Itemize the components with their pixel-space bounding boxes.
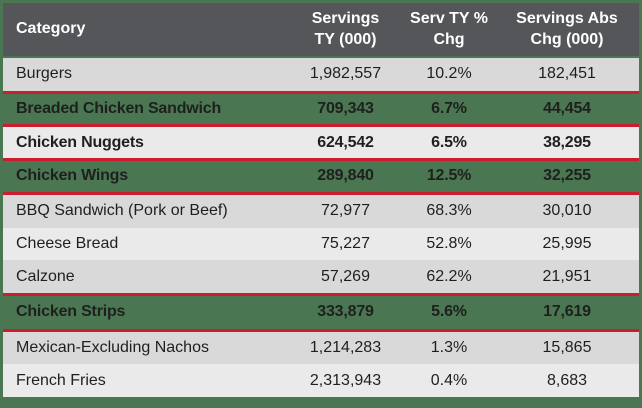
table-header-row: Category Servings TY (000) Serv TY % Chg… bbox=[3, 3, 639, 58]
cell-servings-ty: 333,879 bbox=[317, 303, 374, 321]
highlight-box-chicken-group: Breaded Chicken Sandwich 709,343 6.7% 44… bbox=[3, 90, 639, 195]
cell-servings-ty: 75,227 bbox=[321, 234, 370, 252]
cell-servings-ty: 1,982,557 bbox=[309, 65, 382, 83]
table-row-breaded-chicken-sandwich: Breaded Chicken Sandwich 709,343 6.7% 44… bbox=[3, 93, 639, 125]
table-row-burgers: Burgers 1,982,557 10.2% 182,451 bbox=[3, 58, 639, 91]
cell-pct-chg: 6.7% bbox=[431, 100, 467, 118]
cell-pct-chg: 68.3% bbox=[426, 202, 472, 220]
cell-pct-chg: 6.5% bbox=[431, 133, 467, 151]
col-header-servings-ty: Servings TY (000) bbox=[311, 9, 380, 48]
table-body: Burgers 1,982,557 10.2% 182,451 Breaded … bbox=[3, 58, 639, 397]
cell-pct-chg: 12.5% bbox=[426, 167, 472, 185]
cell-servings-ty: 1,214,283 bbox=[309, 338, 382, 356]
table-row-mexican-excluding-nachos: Mexican-Excluding Nachos 1,214,283 1.3% … bbox=[3, 331, 639, 365]
cell-category: Burgers bbox=[16, 65, 73, 83]
cell-category: BBQ Sandwich (Pork or Beef) bbox=[16, 202, 228, 220]
cell-category: Chicken Nuggets bbox=[16, 133, 144, 151]
cell-servings-ty: 709,343 bbox=[317, 100, 374, 118]
cell-servings-ty: 57,269 bbox=[321, 267, 370, 285]
cell-abs-chg: 38,295 bbox=[543, 133, 591, 151]
cell-pct-chg: 62.2% bbox=[426, 267, 472, 285]
cell-category: Cheese Bread bbox=[16, 234, 119, 252]
cell-abs-chg: 30,010 bbox=[542, 202, 592, 220]
cell-abs-chg: 8,683 bbox=[546, 371, 588, 389]
table-row-french-fries: French Fries 2,313,943 0.4% 8,683 bbox=[3, 364, 639, 397]
cell-pct-chg: 1.3% bbox=[430, 338, 468, 356]
cell-abs-chg: 182,451 bbox=[538, 65, 596, 83]
cell-servings-ty: 624,542 bbox=[317, 133, 374, 151]
cell-abs-chg: 32,255 bbox=[543, 167, 591, 185]
cell-pct-chg: 10.2% bbox=[426, 65, 472, 83]
table-row-chicken-strips: Chicken Strips 333,879 5.6% 17,619 bbox=[3, 295, 639, 329]
cell-servings-ty: 289,840 bbox=[317, 167, 374, 185]
cell-pct-chg: 0.4% bbox=[430, 371, 468, 389]
cell-category: Chicken Strips bbox=[16, 303, 126, 321]
table-row-calzone: Calzone 57,269 62.2% 21,951 bbox=[3, 260, 639, 293]
cell-category: Calzone bbox=[16, 267, 75, 285]
cell-category: Mexican-Excluding Nachos bbox=[16, 338, 209, 356]
cell-pct-chg: 5.6% bbox=[431, 303, 467, 321]
cell-abs-chg: 17,619 bbox=[543, 303, 591, 321]
col-header-serv-ty-pct-chg: Serv TY % Chg bbox=[410, 9, 488, 48]
table-row-chicken-wings: Chicken Wings 289,840 12.5% 32,255 bbox=[3, 158, 639, 192]
table-row-cheese-bread: Cheese Bread 75,227 52.8% 25,995 bbox=[3, 227, 639, 261]
cell-category: Breaded Chicken Sandwich bbox=[16, 100, 222, 118]
cell-category: Chicken Wings bbox=[16, 167, 128, 185]
cell-abs-chg: 44,454 bbox=[543, 100, 591, 118]
cell-servings-ty: 72,977 bbox=[321, 202, 370, 220]
highlight-box-chicken-strips: Chicken Strips 333,879 5.6% 17,619 bbox=[3, 292, 639, 332]
col-header-category: Category bbox=[3, 19, 288, 40]
cell-abs-chg: 15,865 bbox=[542, 338, 592, 356]
table-row-bbq-sandwich: BBQ Sandwich (Pork or Beef) 72,977 68.3%… bbox=[3, 194, 639, 228]
cell-abs-chg: 21,951 bbox=[542, 267, 592, 285]
cell-servings-ty: 2,313,943 bbox=[309, 371, 382, 389]
col-header-servings-abs-chg: Servings Abs Chg (000) bbox=[516, 9, 618, 48]
col-header-category-label: Category bbox=[16, 20, 86, 38]
cell-abs-chg: 25,995 bbox=[542, 234, 592, 252]
cell-category: French Fries bbox=[16, 371, 106, 389]
cell-pct-chg: 52.8% bbox=[426, 234, 472, 252]
table-row-chicken-nuggets: Chicken Nuggets 624,542 6.5% 38,295 bbox=[3, 124, 639, 159]
